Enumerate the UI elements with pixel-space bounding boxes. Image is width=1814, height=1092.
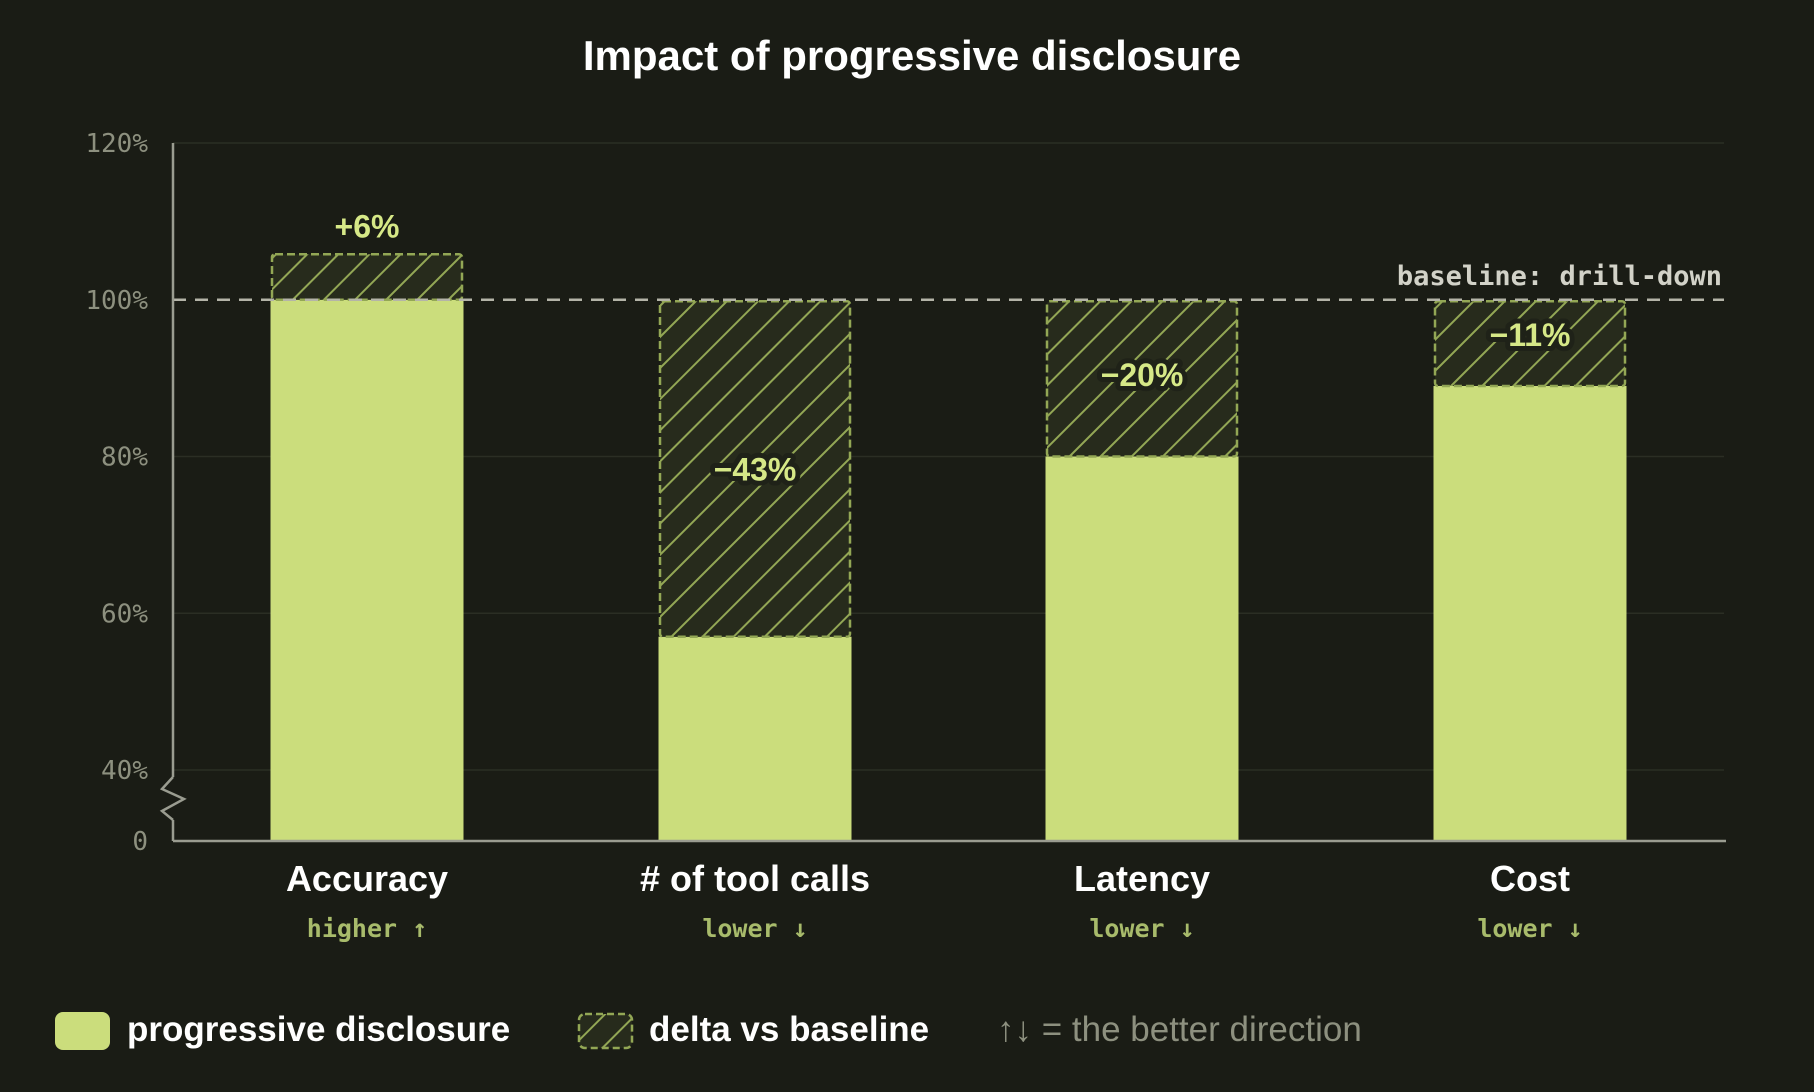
direction-label: lower ↓ [1089, 914, 1194, 943]
y-axis-ticks: 0 40% 60% 80% 100% 120% [85, 129, 148, 857]
legend-label-progressive: progressive disclosure [127, 1010, 510, 1049]
direction-label: lower ↓ [702, 914, 807, 943]
baseline-label: baseline: drill-down [1397, 261, 1722, 292]
y-tick-label: 120% [85, 129, 148, 159]
y-tick-label: 0 [132, 827, 148, 857]
y-tick-label: 100% [85, 286, 148, 316]
direction-label: lower ↓ [1477, 914, 1582, 943]
bar-delta [270, 252, 464, 302]
legend: progressive disclosure delta vs baseline… [55, 1010, 1362, 1050]
y-tick-label: 80% [101, 443, 148, 473]
x-axis-labels: Accuracy higher ↑ # of tool calls lower ↓ La… [286, 858, 1583, 943]
category-label: Latency [1074, 858, 1210, 899]
legend-swatch-solid [55, 1012, 110, 1050]
delta-label: −43% [714, 451, 797, 487]
legend-label-delta: delta vs baseline [649, 1010, 929, 1049]
direction-label: higher ↑ [307, 914, 427, 943]
chart-title: Impact of progressive disclosure [583, 32, 1241, 79]
bars: +6% −43% −20% −11% [270, 209, 1627, 841]
bar-delta [1045, 300, 1239, 458]
bar-progressive [270, 299, 464, 841]
delta-label: −11% [1490, 317, 1571, 353]
bar-progressive [1045, 456, 1239, 841]
category-label: # of tool calls [640, 858, 870, 899]
bar-progressive [1433, 385, 1627, 841]
legend-note: ↑↓ = the better direction [997, 1010, 1362, 1049]
y-tick-label: 60% [101, 599, 148, 629]
axis-break-icon [159, 776, 187, 821]
delta-label: +6% [335, 209, 400, 245]
delta-label: −20% [1101, 357, 1184, 393]
bar-progressive [658, 636, 852, 841]
legend-swatch-hatch [577, 1012, 634, 1050]
bar-delta [1433, 300, 1627, 388]
y-tick-label: 40% [101, 756, 148, 786]
category-label: Cost [1490, 858, 1570, 899]
category-label: Accuracy [286, 858, 448, 899]
bar-delta [658, 300, 852, 639]
